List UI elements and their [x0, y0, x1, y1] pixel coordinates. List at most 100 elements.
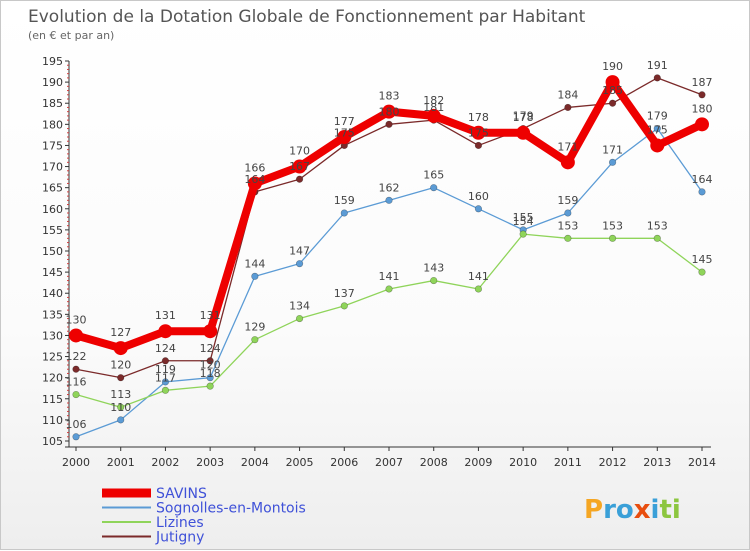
data-point: [560, 155, 575, 170]
data-point: [382, 104, 396, 119]
data-label: 147: [289, 245, 310, 258]
data-label: 131: [155, 309, 176, 322]
y-tick-label: 105: [42, 435, 63, 448]
data-label: 178: [468, 111, 489, 124]
data-label: 185: [602, 84, 623, 97]
y-tick-label: 185: [42, 97, 63, 110]
data-label: 164: [244, 173, 265, 186]
data-point: [564, 209, 572, 217]
data-label: 144: [244, 257, 265, 270]
data-point: [117, 416, 125, 424]
brand-letter: x: [634, 495, 651, 525]
data-label: 141: [468, 270, 489, 283]
x-tick-label: 2009: [464, 456, 492, 469]
data-label: 124: [200, 342, 221, 355]
data-label: 110: [110, 401, 131, 414]
chart-subtitle: (en € et par an): [28, 29, 114, 42]
data-label: 129: [244, 321, 265, 334]
data-point: [295, 175, 304, 183]
data-point: [430, 184, 438, 192]
data-label: 162: [379, 181, 400, 194]
y-tick-label: 170: [42, 161, 63, 174]
data-point: [72, 365, 80, 373]
data-label: 122: [66, 350, 87, 363]
x-tick-label: 2007: [375, 456, 403, 469]
legend-label: Lizines: [156, 515, 204, 531]
data-label: 153: [647, 219, 668, 232]
x-tick-label: 2004: [241, 456, 269, 469]
data-point: [650, 138, 665, 153]
data-point: [117, 403, 125, 411]
data-label: 179: [513, 110, 534, 123]
y-tick-label: 120: [42, 372, 63, 385]
axes: 1051101151201251301351401451501551601651…: [42, 55, 716, 469]
x-tick-label: 2013: [643, 456, 671, 469]
data-point: [698, 91, 706, 99]
data-label: 180: [692, 102, 713, 115]
y-tick-label: 115: [42, 393, 63, 406]
data-point: [426, 108, 441, 123]
x-tick-label: 2011: [554, 456, 582, 469]
y-tick-label: 150: [42, 245, 63, 258]
data-label: 170: [289, 145, 310, 158]
data-label: 134: [289, 300, 310, 313]
data-point: [69, 328, 83, 343]
data-point: [474, 285, 483, 293]
data-point: [158, 324, 173, 339]
data-point: [251, 336, 259, 344]
data-label: 153: [557, 219, 578, 232]
data-point: [430, 276, 438, 285]
y-tick-label: 180: [42, 118, 63, 131]
data-label: 120: [110, 359, 131, 372]
x-tick-label: 2003: [196, 456, 224, 469]
data-point: [161, 357, 170, 365]
data-point: [113, 341, 128, 356]
data-label: 184: [557, 88, 578, 101]
data-point: [72, 390, 80, 399]
data-label: 130: [66, 313, 87, 326]
data-point: [72, 433, 80, 441]
data-label: 154: [513, 215, 534, 228]
data-point: [471, 125, 486, 140]
data-point: [608, 234, 617, 242]
brand-letter: r: [603, 495, 616, 525]
data-point: [519, 230, 527, 238]
data-point: [337, 130, 352, 144]
y-tick-label: 165: [42, 182, 63, 195]
data-label: 127: [110, 326, 131, 339]
data-label: 166: [244, 161, 265, 174]
data-point: [385, 120, 393, 128]
y-tick-label: 140: [42, 287, 63, 300]
data-point: [653, 74, 661, 82]
y-tick-label: 155: [42, 224, 63, 237]
data-label: 117: [155, 371, 176, 384]
data-label: 153: [602, 219, 623, 232]
data-point: [564, 234, 572, 242]
x-tick-label: 2012: [599, 456, 627, 469]
data-point: [474, 141, 483, 150]
data-label: 183: [379, 90, 400, 103]
data-label: 124: [155, 342, 176, 355]
data-label: 191: [647, 59, 668, 72]
brand-letter: t: [659, 495, 671, 525]
series-layer: [69, 74, 709, 441]
data-labels: 106 110 119 120 144 147 159 162 165 160 155 159 171 1…: [66, 59, 713, 431]
data-label: 159: [557, 194, 578, 207]
data-point: [295, 260, 304, 268]
data-point: [695, 117, 709, 132]
data-label: 171: [602, 143, 623, 156]
y-tick-label: 125: [42, 351, 63, 364]
data-point: [608, 99, 617, 107]
data-label: 175: [468, 126, 489, 139]
proxiti-logo: Proxiti: [584, 495, 681, 525]
data-point: [161, 386, 170, 394]
data-label: 181: [423, 101, 444, 114]
data-point: [206, 357, 214, 365]
data-label: 131: [200, 309, 221, 322]
y-tick-label: 130: [42, 329, 63, 342]
y-tick-label: 135: [42, 308, 63, 321]
data-point: [698, 268, 706, 276]
data-label: 175: [334, 126, 355, 139]
